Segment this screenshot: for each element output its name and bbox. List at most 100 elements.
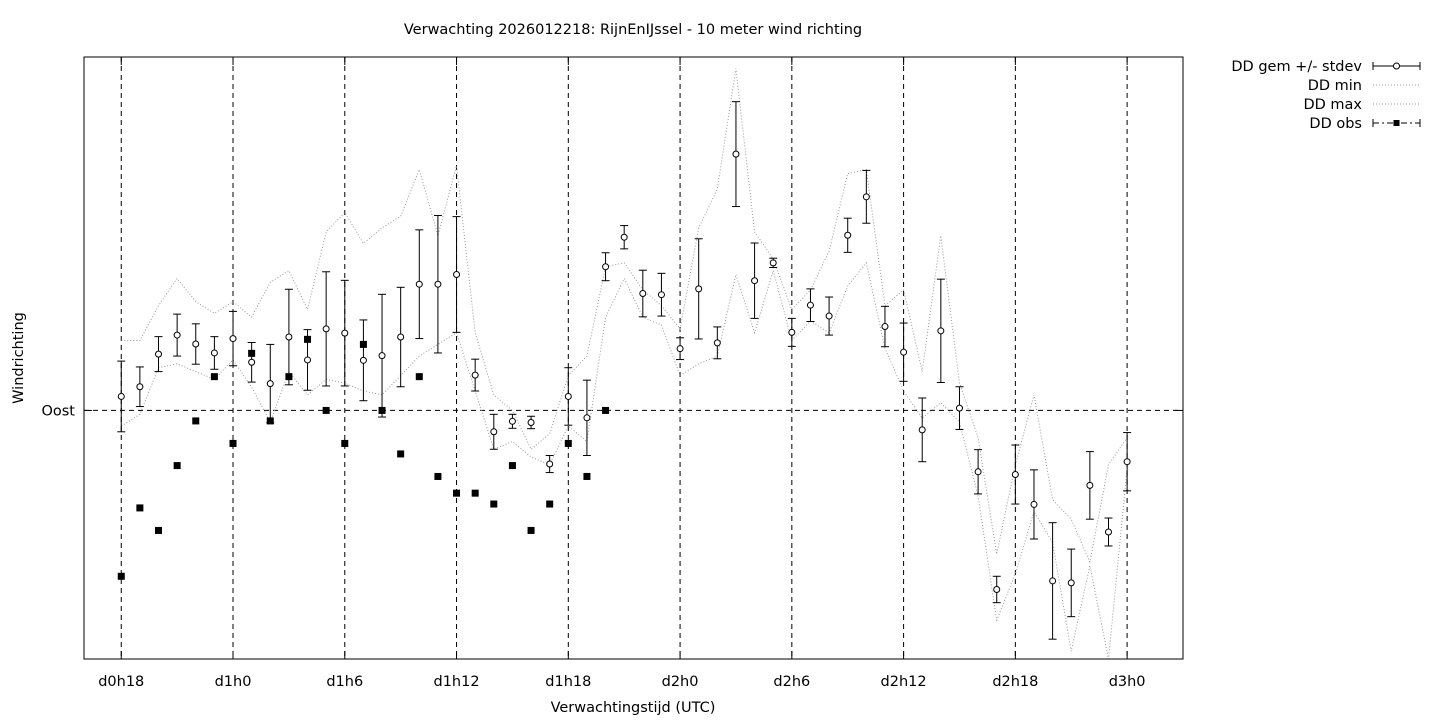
mean-point [247,341,256,383]
mean-point [135,366,144,408]
mean-point [955,386,964,430]
legend-entry-max: DD max [1303,97,1420,113]
mean-point [117,360,126,433]
mean-point [1067,548,1076,618]
obs-point [210,373,218,381]
obs-point [397,450,405,458]
mean-point [266,343,275,424]
mean-point [1011,444,1020,505]
mean-point [1085,451,1094,520]
mean-point [396,286,405,388]
plot-frame [83,56,1184,660]
obs-point [490,500,498,508]
mean-point [731,101,740,208]
mean-point [471,358,480,392]
dd-max-line [121,68,1128,564]
legend-label: DD gem +/- stdev [1231,59,1362,75]
x-tick-label: d1h18 [545,674,591,690]
mean-point [880,305,889,348]
mean-point [415,229,424,340]
obs-point [602,406,610,414]
x-tick-label: d1h0 [215,674,252,690]
obs-point [117,572,125,580]
dd-min-polyline [121,261,1128,660]
mean-point [657,272,666,317]
mean-point [433,214,442,354]
axis-ticks: d0h18 d1h0 d1h6 d1h12 d1h18 d2h0 d2h6 d2h12 d2h1… [41,57,1183,690]
mean-point [974,449,983,495]
obs-point [155,526,163,534]
x-axis-label: Verwachtingstijd (UTC) [551,700,716,716]
obs-point [583,472,591,480]
obs-point [192,417,200,425]
mean-point [508,413,517,429]
mean-point [284,288,293,386]
chart-title: Verwachting 2026012218: RijnEnIJssel - 1… [404,22,862,38]
mean-point [787,317,796,347]
obs-point [471,489,479,497]
mean-point [322,271,331,387]
legend-label: DD obs [1309,116,1362,132]
legend-label: DD max [1303,97,1362,113]
y-axis-label: Windrichting [11,312,27,404]
mean-point [564,367,573,426]
mean-point [173,313,182,357]
mean-point [918,397,927,463]
obs-point [546,500,554,508]
x-tick-label: d2h18 [992,674,1038,690]
mean-point [378,293,387,418]
dd-mean-series [117,101,1132,640]
mean-point [750,242,759,319]
mean-point [1104,517,1113,547]
obs-point [508,462,516,470]
mean-point [843,217,852,253]
mean-point [1029,469,1038,540]
obs-point [527,526,535,534]
mean-point [694,238,703,340]
obs-point [229,439,237,447]
x-tick-label: d0h18 [98,674,144,690]
x-tick-label: d2h12 [881,674,927,690]
mean-point [806,288,815,322]
mean-point [713,326,722,360]
mean-point [1123,432,1132,492]
obs-point [453,489,461,497]
mean-point [303,329,312,391]
y-tick-label: Oost [41,403,75,419]
mean-point [825,296,834,336]
mean-point [210,336,219,370]
legend-label: DD min [1308,78,1362,94]
mean-point [1048,522,1057,640]
x-tick-label: d1h12 [434,674,480,690]
x-tick-label: d2h0 [662,674,699,690]
legend-entry-mean: DD gem +/- stdev [1231,59,1421,75]
mean-point [899,322,908,382]
mean-point [489,413,498,450]
legend: DD gem +/- stdev DD min DD max DD obs [1231,59,1421,132]
obs-point [415,373,423,381]
dd-min-line [121,261,1128,660]
mean-point [452,216,461,333]
mean-point [154,336,163,373]
obs-point [136,504,144,512]
mean-point [527,415,536,430]
legend-entry-obs: DD obs [1309,116,1421,132]
dd-max-polyline [121,68,1128,564]
x-tick-label: d3h0 [1109,674,1146,690]
mean-point [340,279,349,387]
mean-point [936,278,945,383]
obs-point [341,439,349,447]
mean-point [229,310,238,367]
legend-entry-min: DD min [1308,78,1420,94]
mean-point [191,323,200,365]
mean-point [545,454,554,474]
x-tick-label: d2h6 [773,674,810,690]
obs-point [434,472,442,480]
mean-point [862,169,871,224]
obs-point [173,462,181,470]
mean-point [992,575,1001,604]
mean-point [620,225,629,250]
mean-point [638,269,647,318]
mean-point [676,337,685,361]
